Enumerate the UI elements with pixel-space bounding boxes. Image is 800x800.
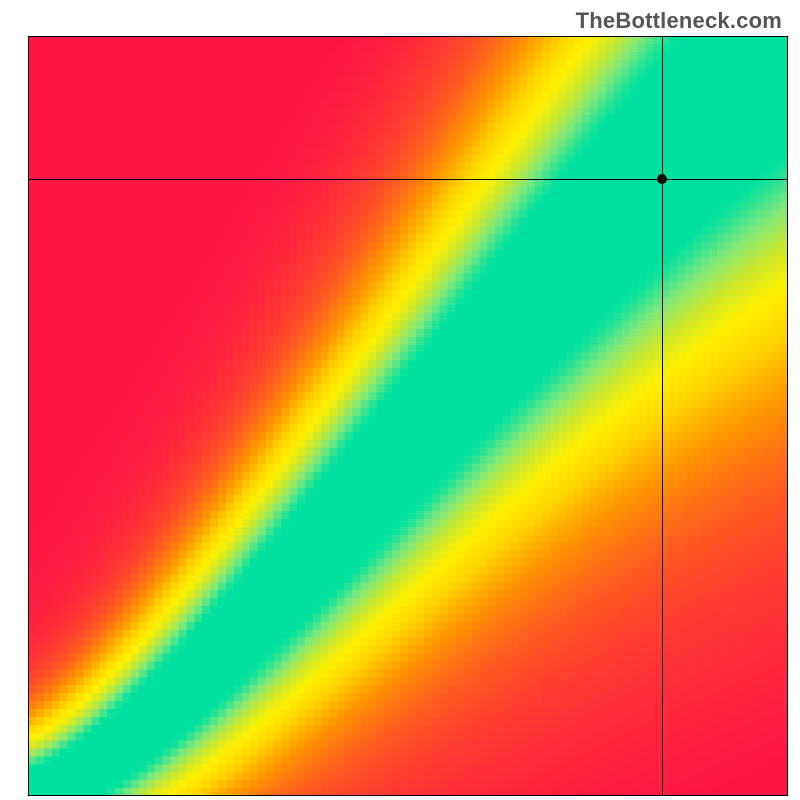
crosshair-vertical bbox=[662, 36, 663, 796]
plot-border-top bbox=[28, 36, 788, 37]
plot-border-left bbox=[28, 36, 29, 796]
plot-border-bottom bbox=[28, 795, 788, 796]
heatmap-canvas bbox=[28, 36, 788, 796]
watermark-text: TheBottleneck.com bbox=[576, 8, 782, 34]
crosshair-marker bbox=[657, 174, 667, 184]
crosshair-horizontal bbox=[28, 179, 788, 180]
plot-border-right bbox=[787, 36, 788, 796]
heatmap-plot bbox=[28, 36, 788, 796]
